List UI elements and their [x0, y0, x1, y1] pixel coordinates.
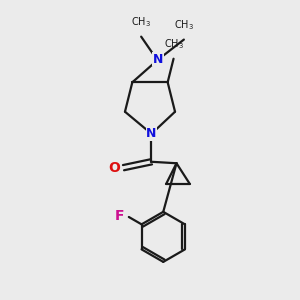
Text: N: N — [146, 127, 157, 140]
Text: O: O — [108, 161, 120, 175]
Text: CH$_3$: CH$_3$ — [131, 16, 151, 29]
Text: CH$_3$: CH$_3$ — [164, 38, 184, 51]
Text: N: N — [153, 53, 164, 66]
Text: F: F — [115, 209, 124, 224]
Text: CH$_3$: CH$_3$ — [174, 18, 194, 32]
